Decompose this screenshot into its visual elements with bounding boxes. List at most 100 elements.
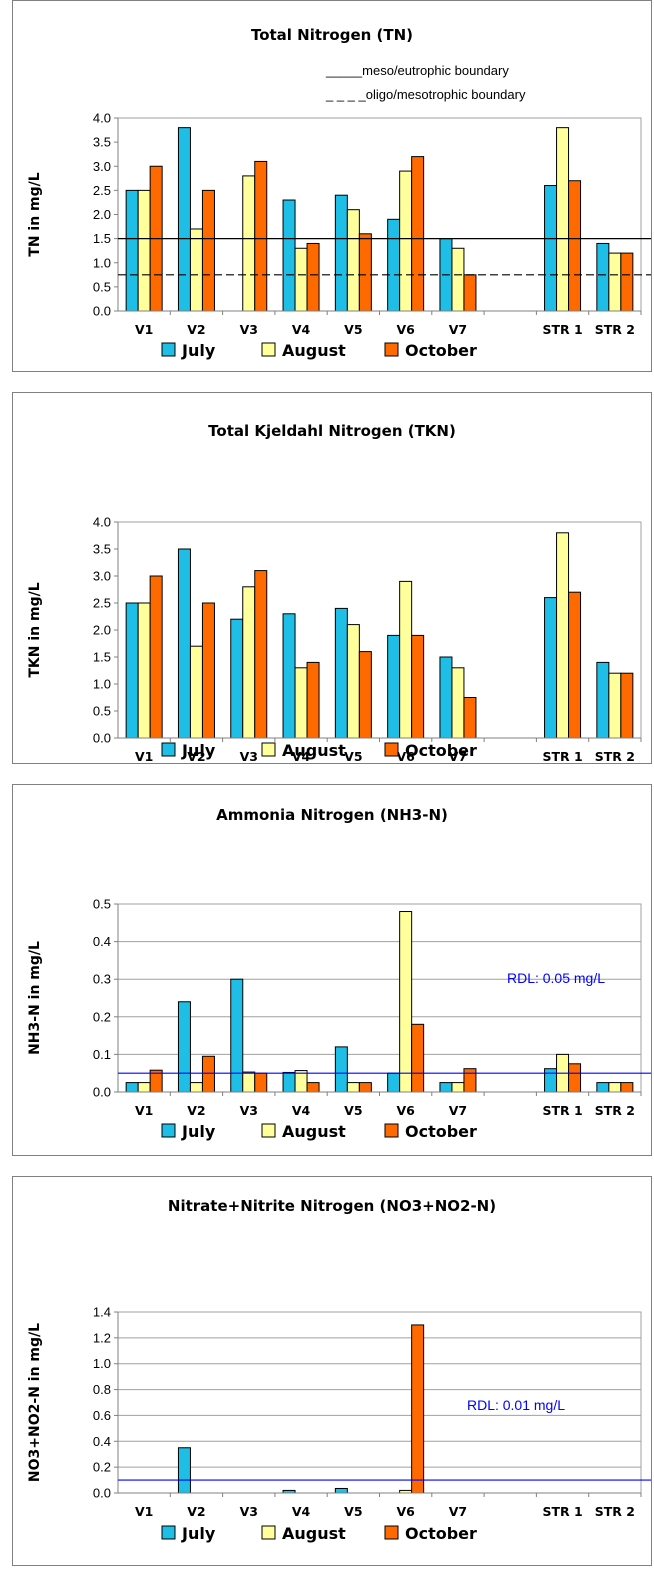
bar-august [242,586,256,739]
x-category-label: V4 [292,1504,311,1519]
x-category-label: V2 [187,322,205,337]
x-category-label: STR 1 [542,322,582,337]
x-category-label: V6 [396,1504,415,1519]
legend-label-august: August [282,1122,346,1141]
x-category-label: STR 2 [595,1103,635,1118]
x-category-label: V3 [240,322,258,337]
legend-label-october: October [405,341,477,360]
bar-october [463,274,477,312]
bar-july [596,661,610,739]
x-category-label: V6 [396,749,415,763]
bar-july [282,613,296,739]
bar-october [201,189,215,312]
x-category-label: V5 [344,322,362,337]
bar-august [399,911,413,1093]
bar-august [189,645,203,739]
bar-august [242,175,256,312]
bar-august [346,209,360,312]
bar-august [189,228,203,312]
legend-swatch-july [161,742,176,757]
y-tick-label: 0.3 [93,972,111,987]
bar-august [346,1082,360,1093]
y-tick-label: 0.0 [93,1085,111,1100]
bar-july [544,597,558,739]
y-tick-label: 0.1 [93,1047,111,1062]
bar-october [620,672,634,739]
x-category-label: V5 [344,749,362,763]
y-tick-label: 4.0 [93,515,111,530]
nh3-chart: Ammonia Nitrogen (NH3-N) 0.0 0.1 0.2 0.3 0.4 0… [27,806,651,1141]
bar-august [451,1082,465,1093]
y-axis-label: NO3+NO2-N in mg/L [27,1323,43,1482]
x-category-label: V6 [396,322,415,337]
y-tick-label: 0.0 [93,1486,111,1501]
bar-october [568,591,582,739]
x-category-label: STR 1 [542,1103,582,1118]
bar-july [387,1072,401,1093]
bar-july [125,602,139,739]
bar-august [137,602,151,739]
y-tick-label: 3.5 [93,542,111,557]
bar-october [254,160,268,312]
rdl-label: RDL: 0.05 mg/L [507,970,605,986]
bar-october [411,1023,425,1093]
bar-october [568,1063,582,1093]
x-category-label: V1 [135,1504,153,1519]
bar-july [544,185,558,312]
y-tick-label: 0.5 [93,279,111,294]
y-tick-label: 2.5 [93,183,111,198]
bar-july [334,194,348,312]
rdl-label: RDL: 0.01 mg/L [467,1397,565,1413]
y-tick-label: 1.5 [93,650,111,665]
y-tick-label: 0.0 [93,304,111,319]
bar-august [242,1071,256,1093]
bar-october [306,242,320,312]
bar-august [608,1082,622,1093]
bar-october [620,1082,634,1093]
y-tick-label: 0.6 [93,1408,111,1423]
x-category-label: V1 [135,1103,153,1118]
bar-august [556,532,570,739]
bar-august [346,624,360,739]
bar-october [149,575,163,739]
y-tick-label: 1.4 [93,1305,111,1320]
bar-july [230,618,244,739]
x-category-label: V7 [449,322,467,337]
bar-october [411,1324,425,1494]
x-category-label: V3 [240,1103,258,1118]
x-category-label: V4 [292,322,311,337]
legend-label-october: October [405,1122,477,1141]
bar-july [334,1046,348,1093]
bar-july [544,1068,558,1093]
y-tick-label: 3.0 [93,569,111,584]
tkn-chart: Total Kjeldahl Nitrogen (TKN) 0.0 0.5 1.0 1.… [27,422,642,763]
tn-chart: Total Nitrogen (TN) 0.0 0.5 1.0 1.5 2.0 2.5 3.0… [27,26,651,360]
no3-chart-panel: Nitrate+Nitrite Nitrogen (NO3+NO2-N) 0.0 0… [12,1176,652,1566]
legend-swatch-july [161,1123,176,1138]
legend-label-august: August [282,741,346,760]
legend-swatch-august [261,342,276,357]
y-tick-label: 0.5 [93,704,111,719]
bar-july [439,1082,453,1093]
bar-october [463,1068,477,1093]
y-tick-label: 2.0 [93,207,111,222]
y-tick-label: 1.0 [93,1356,111,1371]
x-category-label: STR 1 [542,749,582,763]
bar-august [294,247,308,312]
tkn-chart-panel: Total Kjeldahl Nitrogen (TKN) 0.0 0.5 1.0 1.… [12,392,652,764]
bar-october [201,602,215,739]
bar-july [125,1082,139,1093]
bar-july [230,978,244,1093]
bar-october [306,661,320,739]
bar-october [358,233,372,312]
legend-swatch-october [384,1123,399,1138]
bar-july [282,199,296,312]
bar-october [568,180,582,312]
chart-title: Nitrate+Nitrite Nitrogen (NO3+NO2-N) [168,1197,496,1215]
legend-label-october: October [405,1524,477,1543]
bar-october [463,697,477,739]
legend-label-august: August [282,1524,346,1543]
legend-swatch-july [161,1525,176,1540]
legend-label-july: July [181,741,216,760]
boundary-note: _____meso/eutrophic boundary [325,63,509,78]
